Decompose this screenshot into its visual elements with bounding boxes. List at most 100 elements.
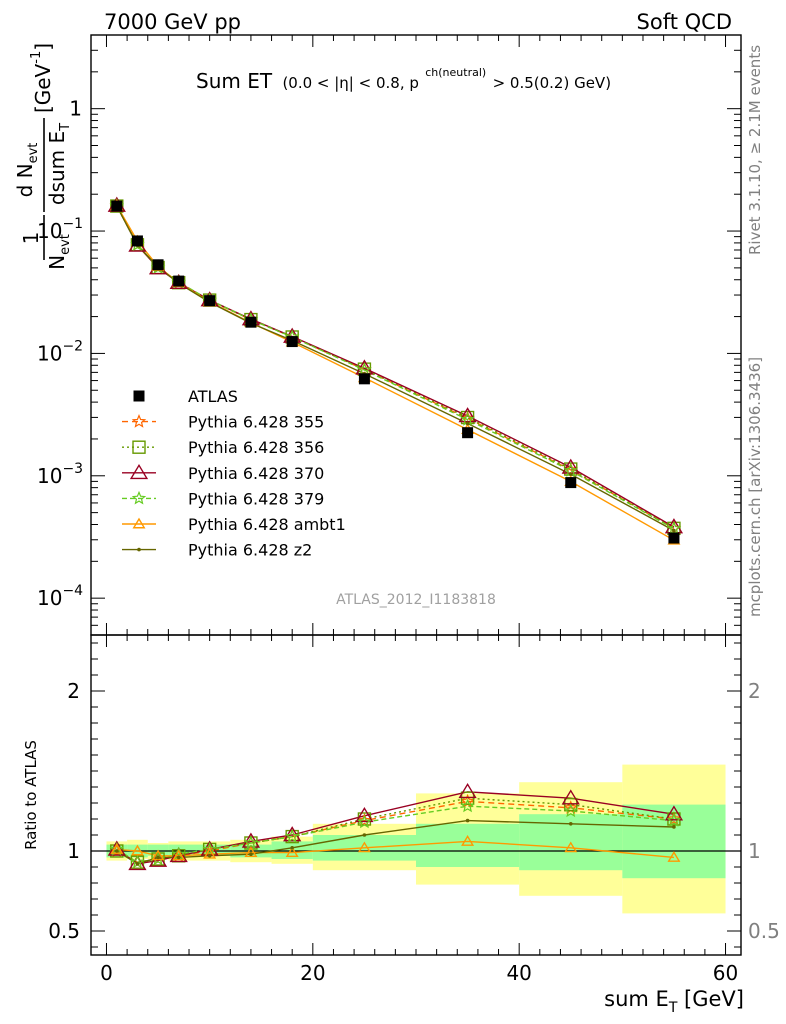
header-energy-label: 7000 GeV pp	[104, 10, 241, 34]
ratio-point-p370	[664, 805, 684, 821]
ratio-point-z2	[207, 854, 212, 858]
ratio-point-z2	[176, 855, 181, 860]
ratio-point-z2	[672, 825, 676, 829]
ratio-point-p355	[666, 811, 682, 826]
ratio-point-ambt1	[244, 846, 258, 858]
ratio-y-tick-label: 0.5	[48, 919, 80, 943]
ratio-y-tick-label-right: 1	[748, 839, 761, 863]
ratio-point-p379	[460, 798, 475, 813]
ratio-point-p379	[666, 813, 682, 827]
ratio-point-p356	[460, 791, 475, 805]
ratio-y-tick-label-right: 2	[748, 679, 761, 703]
ratio-point-ambt1	[203, 847, 217, 859]
series-markers	[107, 196, 684, 871]
ratio-point-p355	[357, 813, 372, 827]
ratio-point-z2	[135, 862, 140, 866]
legend-entry: Pythia 6.428 379	[122, 489, 324, 508]
y-label-frac-num: 1	[19, 232, 43, 245]
plot-title: Sum ET (0.0 < |η| < 0.8, p ch(neutral) >…	[196, 57, 611, 93]
legend-entry: Pythia 6.428 ambt1	[122, 515, 346, 534]
data-point	[111, 200, 123, 212]
legend-marker-data	[133, 390, 145, 402]
legend-label-p356: Pythia 6.428 356	[188, 438, 324, 457]
legend: ATLAS Pythia 6.428 355 Pythia 6.428 356 Pyt…	[122, 387, 346, 560]
ratio-point-z2	[249, 852, 253, 856]
y-tick-label: 10−4	[37, 583, 83, 610]
ratio-point-p379	[202, 841, 217, 856]
ratio-point-z2	[568, 822, 573, 826]
y-tick-label: 10−2	[37, 338, 83, 365]
legend-label-data: ATLAS	[188, 387, 238, 406]
legend-marker-p356	[132, 440, 146, 454]
legend-entry: Pythia 6.428 370	[122, 464, 324, 483]
ratio-axis-label: Ratio to ATLAS	[22, 740, 40, 850]
legend-marker-ambt1	[132, 517, 146, 529]
ratio-point-p379	[563, 803, 578, 818]
x-tick-label: 60	[713, 961, 738, 985]
ratio-point-ambt1	[357, 841, 371, 853]
x-axis-label: sum ET [GeV]	[604, 987, 744, 1016]
ratio-line-p355	[116, 800, 675, 863]
ratio-point-p370	[458, 782, 477, 799]
ratio-y-tick-label: 2	[67, 679, 80, 703]
legend-label-p370: Pythia 6.428 370	[188, 464, 324, 483]
ratio-point-p370	[355, 806, 374, 823]
y-label-unit: [GeV-1]	[29, 43, 55, 113]
ratio-point-p370	[169, 846, 188, 863]
ratio-point-z2	[114, 849, 119, 853]
axes: 0 20 40 60 1 10−1 10−2 10−3 10−4 0.5 0.5 1 1 2 2	[37, 34, 780, 985]
ratio-point-ambt1	[461, 835, 475, 846]
legend-entry: Pythia 6.428 z2	[122, 541, 312, 560]
data-point	[286, 336, 298, 348]
data-point	[462, 427, 474, 439]
data-point	[668, 532, 680, 544]
ratio-point-ambt1	[172, 849, 186, 861]
ratio-point-p370	[128, 854, 147, 871]
legend-entry: Pythia 6.428 356	[122, 438, 324, 457]
x-tick-label: 40	[506, 961, 531, 985]
data-point	[173, 275, 185, 287]
y-tick-label: 10−3	[37, 461, 83, 488]
legend-label-p379: Pythia 6.428 379	[188, 489, 324, 508]
ratio-point-ambt1	[667, 851, 681, 862]
ratio-point-ambt1	[110, 843, 124, 854]
legend-label-z2: Pythia 6.428 z2	[188, 541, 312, 560]
legend-label-ambt1: Pythia 6.428 ambt1	[188, 515, 346, 534]
point-z2	[465, 421, 470, 426]
ratio-point-z2	[362, 833, 367, 837]
legend-marker-p370	[129, 463, 149, 480]
data-point	[245, 316, 257, 328]
ratio-point-ambt1	[285, 846, 299, 858]
ratio-uncertainty-bands	[91, 764, 741, 914]
y-tick-label: 10−1	[37, 216, 83, 243]
legend-label-p355: Pythia 6.428 355	[188, 413, 324, 432]
ratio-point-z2	[290, 846, 294, 850]
data-point	[565, 477, 577, 489]
ratio-point-p356	[564, 797, 578, 812]
ratio-point-z2	[156, 855, 160, 860]
ratio-line-p379	[116, 805, 675, 863]
ratio-point-ambt1	[130, 844, 144, 856]
ratio-point-p379	[243, 835, 259, 850]
rivet-version-label: Rivet 3.1.10, ≥ 2.1M events	[746, 45, 764, 255]
data-point	[204, 295, 216, 307]
data-point	[152, 259, 164, 271]
mcplots-label: mcplots.cern.ch [arXiv:1306.3436]	[746, 357, 764, 617]
legend-marker-z2	[137, 547, 141, 552]
legend-entry: Pythia 6.428 355	[122, 413, 324, 432]
x-tick-label: 0	[100, 961, 113, 985]
ratio-point-p379	[284, 829, 300, 843]
y-tick-label: 1	[69, 97, 82, 121]
point-z2	[672, 528, 676, 533]
ratio-y-tick-label-right: 0.5	[748, 919, 780, 943]
ratio-line-p370	[116, 791, 675, 865]
y-axis-label: 1 Nevt d Nevt dsum ET [GeV-1]	[13, 43, 73, 270]
legend-entry: ATLAS	[133, 387, 238, 406]
data-point	[131, 235, 143, 247]
y-label-frac-den: Nevt	[45, 234, 73, 270]
series-lines	[116, 205, 675, 865]
y-label-diff-den: dsum ET	[45, 123, 73, 205]
legend-marker-p379	[131, 490, 147, 505]
legend-marker-p355	[131, 414, 147, 428]
